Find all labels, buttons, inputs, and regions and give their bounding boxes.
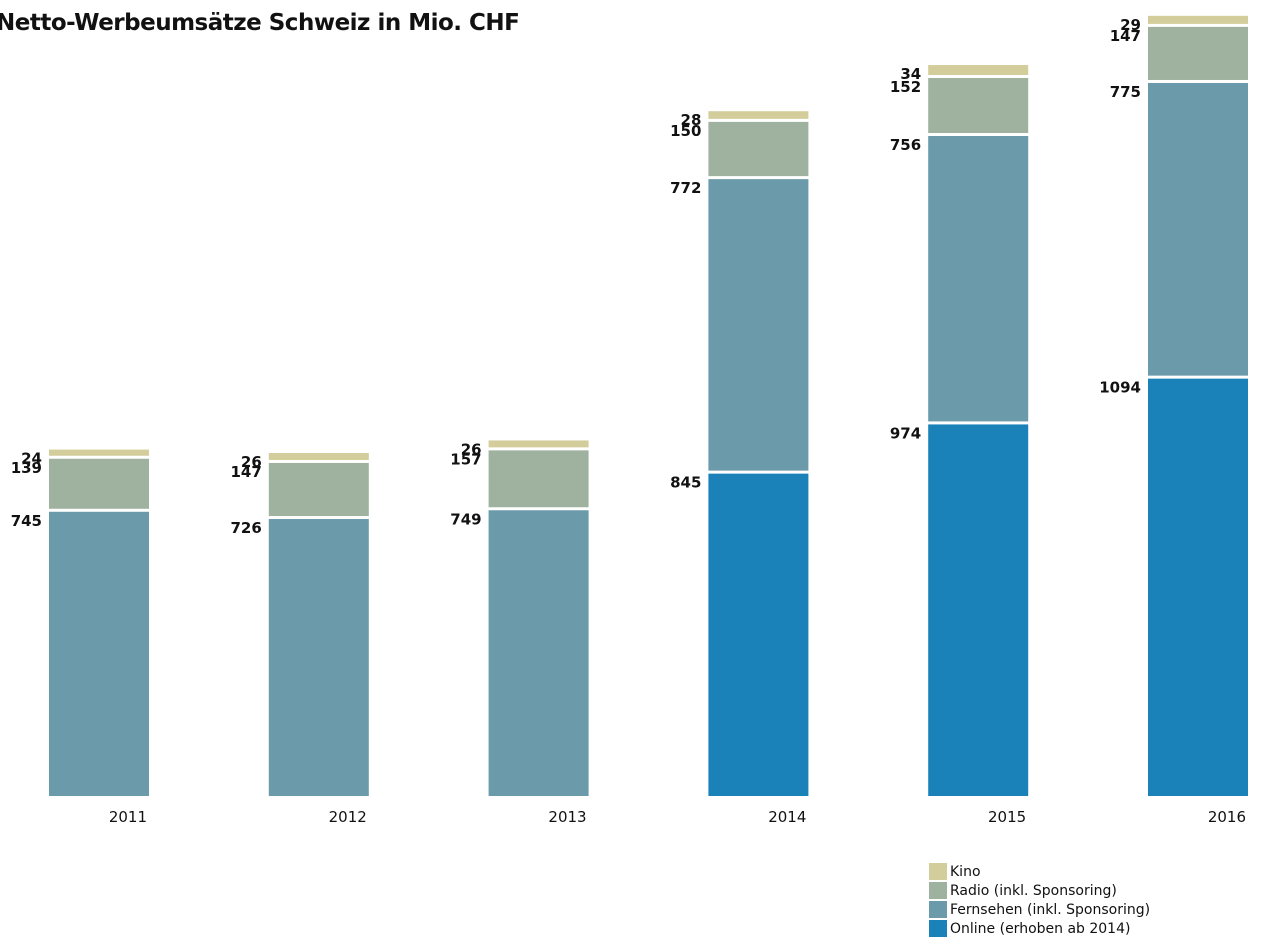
data-label-2014-2: 150 <box>670 122 701 140</box>
bar-segment-2015-2 <box>928 78 1029 134</box>
legend-label-kino: Kino <box>950 863 981 880</box>
data-label-2016-2: 147 <box>1110 27 1141 45</box>
bar-segment-2016-2 <box>1148 26 1248 80</box>
data-label-2011-2: 139 <box>11 459 42 477</box>
data-label-2011-3: 24 <box>21 450 42 468</box>
data-label-2014-3: 28 <box>681 111 702 129</box>
legend-item-fernsehen: Fernsehen (inkl. Sponsoring) <box>929 900 1150 919</box>
data-label-2012-3: 26 <box>241 453 262 471</box>
data-label-2012-2: 147 <box>230 463 261 481</box>
data-label-2013-3: 26 <box>461 440 482 458</box>
bar-segment-2015-0 <box>928 424 1029 796</box>
data-label-2016-1: 775 <box>1110 83 1141 101</box>
bar-segment-2011-1 <box>49 511 149 796</box>
bar-segment-2015-3 <box>928 65 1029 76</box>
data-label-2011-1: 745 <box>11 512 42 530</box>
data-label-2012-1: 726 <box>230 519 261 537</box>
data-label-2013-2: 157 <box>450 450 481 468</box>
legend-swatch-radio <box>929 882 947 899</box>
bar-segment-2012-3 <box>268 453 369 460</box>
bar-segment-2012-2 <box>268 462 369 517</box>
bar-segment-2013-1 <box>488 510 589 796</box>
legend-swatch-online <box>929 920 947 937</box>
data-label-2015-3: 34 <box>900 65 921 83</box>
data-label-2014-0: 845 <box>670 474 701 492</box>
bar-segment-2016-0 <box>1148 378 1248 796</box>
x-tick-label-2015: 2015 <box>988 808 1026 826</box>
x-tick-label-2012: 2012 <box>329 808 367 826</box>
bar-segment-2011-2 <box>49 458 149 509</box>
data-label-2015-1: 756 <box>890 136 921 154</box>
bar-segment-2016-3 <box>1148 15 1248 24</box>
legend-swatch-kino <box>929 863 947 880</box>
bar-segment-2013-3 <box>488 440 589 448</box>
bar-segment-2014-2 <box>708 121 809 177</box>
x-tick-label-2011: 2011 <box>109 808 147 826</box>
x-tick-label-2016: 2016 <box>1208 808 1246 826</box>
data-label-2015-0: 974 <box>890 424 921 442</box>
bar-segment-2014-3 <box>708 111 809 119</box>
bar-segment-2014-0 <box>708 473 809 796</box>
legend-item-radio: Radio (inkl. Sponsoring) <box>929 881 1150 900</box>
legend-label-online: Online (erhoben ab 2014) <box>950 920 1131 937</box>
chart-title: Netto-Werbeumsätze Schweiz in Mio. CHF <box>0 10 520 36</box>
data-label-2016-3: 29 <box>1120 16 1141 34</box>
legend-item-kino: Kino <box>929 862 1150 881</box>
data-label-2014-1: 772 <box>670 179 701 197</box>
bar-segment-2011-3 <box>49 449 149 456</box>
legend-label-radio: Radio (inkl. Sponsoring) <box>950 882 1117 899</box>
data-label-2013-1: 749 <box>450 510 481 528</box>
bar-segment-2012-1 <box>268 519 369 796</box>
data-label-2016-0: 1094 <box>1099 379 1141 397</box>
bar-segment-2014-1 <box>708 179 809 471</box>
legend: Kino Radio (inkl. Sponsoring) Fernsehen … <box>929 862 1150 938</box>
bar-segment-2015-1 <box>928 136 1029 422</box>
x-tick-label-2014: 2014 <box>768 808 806 826</box>
bar-segment-2013-2 <box>488 450 589 508</box>
legend-label-fernsehen: Fernsehen (inkl. Sponsoring) <box>950 901 1151 918</box>
legend-swatch-fernsehen <box>929 901 947 918</box>
bar-segment-2016-1 <box>1148 82 1248 376</box>
x-tick-label-2013: 2013 <box>548 808 586 826</box>
data-label-2015-2: 152 <box>890 78 921 96</box>
legend-item-online: Online (erhoben ab 2014) <box>929 919 1150 938</box>
